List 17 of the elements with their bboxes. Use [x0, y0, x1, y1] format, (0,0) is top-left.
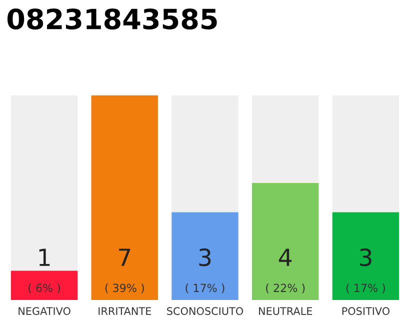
- annotation: ( 17% ): [186, 284, 224, 294]
- chart-title: 08231843585: [7, 8, 217, 30]
- x-tick-label: NEGATIVO: [18, 307, 70, 316]
- annotation: ( 17% ): [346, 284, 385, 294]
- data-label: 4: [279, 248, 292, 266]
- annotation: ( 39% ): [105, 284, 144, 294]
- data-label: 3: [360, 248, 372, 266]
- x-tick-label: IRRITANTE: [98, 307, 151, 315]
- bar: [10, 270, 78, 300]
- annotation: ( 22% ): [266, 284, 305, 294]
- annotation: ( 6% ): [28, 284, 60, 294]
- x-tick-label: SCONOSCIUTO: [167, 307, 244, 316]
- x-tick-label: NEUTRALE: [259, 307, 312, 316]
- data-label: 3: [199, 248, 211, 266]
- data-label: 1: [39, 248, 50, 266]
- data-label: 7: [119, 248, 130, 266]
- x-tick-label: POSITIVO: [342, 307, 390, 316]
